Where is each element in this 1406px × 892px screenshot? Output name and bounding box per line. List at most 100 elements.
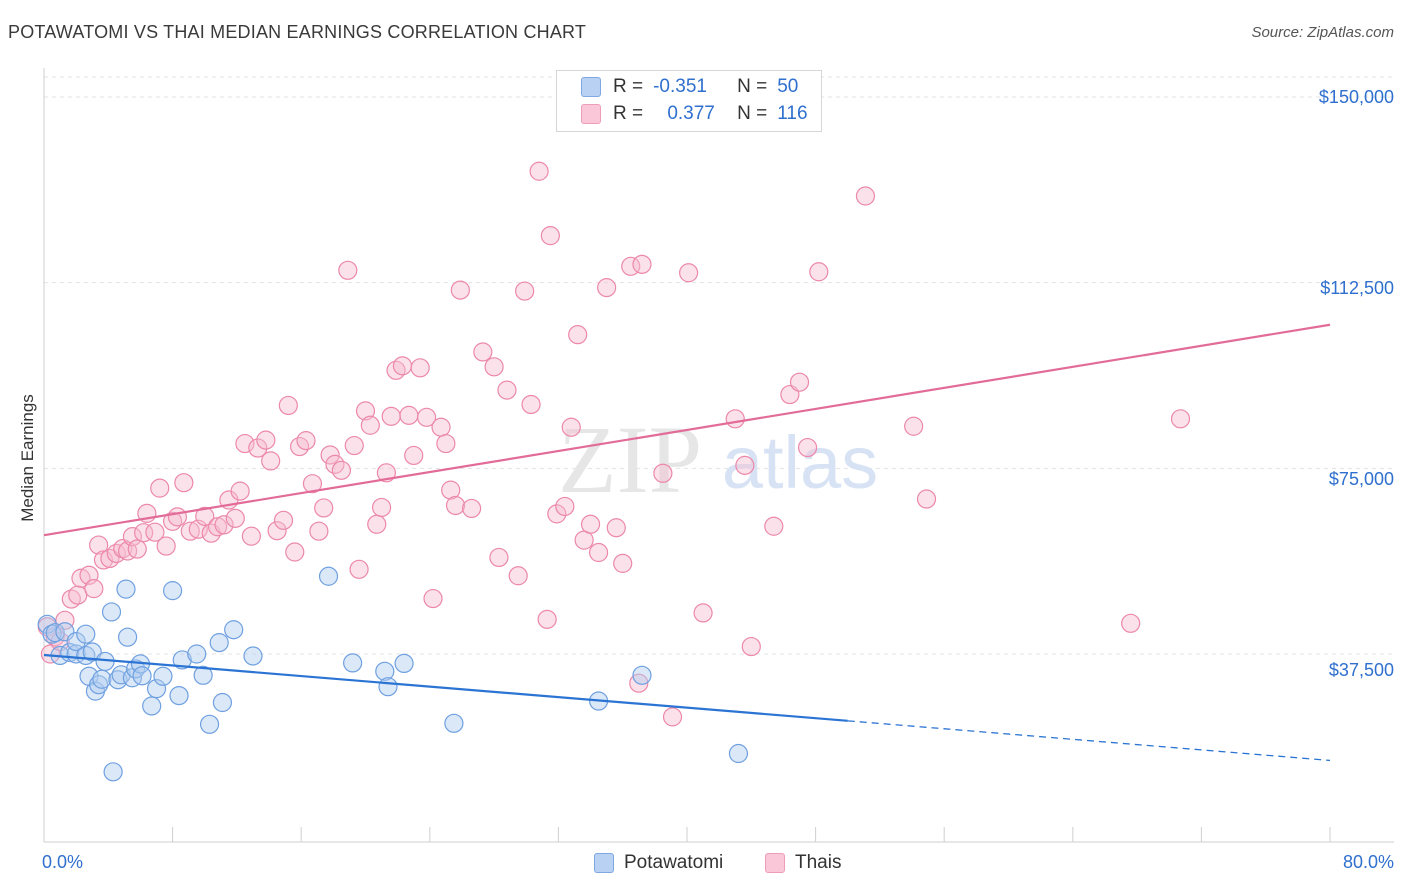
- series-legend-potawatomi[interactable]: Potawatomi: [594, 852, 723, 874]
- thais-point: [174, 473, 194, 493]
- thais-point: [100, 548, 120, 569]
- potawatomi-point: [92, 669, 112, 689]
- x-tick-label-max: 80.0%: [1342, 852, 1394, 872]
- thais-point: [441, 480, 461, 500]
- thais-point: [261, 451, 281, 471]
- thais-point: [235, 433, 255, 454]
- thais-point: [89, 535, 109, 555]
- legend-n-label: N =: [737, 76, 768, 97]
- thais-point: [106, 543, 126, 564]
- thais-point: [797, 437, 818, 458]
- thais-point: [764, 516, 784, 536]
- potawatomi-point: [187, 644, 207, 664]
- thais-point: [537, 609, 557, 629]
- thais-point: [473, 342, 493, 362]
- thais-point: [741, 636, 761, 657]
- series-legend-thais[interactable]: Thais: [765, 852, 841, 874]
- thais-point: [278, 395, 298, 416]
- potawatomi-point: [343, 653, 363, 673]
- legend-n-value: 116: [777, 103, 808, 124]
- thais-point: [167, 507, 188, 527]
- thais-point: [134, 523, 154, 543]
- y-axis-title: Median Earnings: [18, 394, 37, 522]
- thais-point: [367, 514, 387, 534]
- thais-point: [809, 262, 829, 282]
- thais-point: [613, 553, 633, 573]
- potawatomi-point: [153, 666, 173, 686]
- potawatomi-point: [632, 665, 652, 685]
- legend-n-label: N =: [737, 103, 768, 124]
- thais-point: [256, 430, 276, 450]
- axes: [43, 68, 1394, 843]
- potawatomi-point: [375, 661, 395, 681]
- potawatomi-point: [209, 633, 229, 653]
- thais-point: [360, 415, 380, 435]
- thais-point: [392, 356, 413, 376]
- potawatomi-legend-swatch: [594, 853, 614, 873]
- legend-row-potawatomi: R = -0.351 N = 50: [581, 75, 798, 99]
- thais-point: [489, 547, 509, 568]
- stats-legend: R = -0.351 N = 50 R = 0.377 N = 116: [556, 70, 822, 132]
- thais-point: [241, 526, 261, 546]
- thais-trend-line: [43, 323, 1331, 537]
- thais-point: [355, 401, 376, 421]
- thais-point: [789, 372, 810, 392]
- series-legend: Potawatomi Thais: [0, 852, 1406, 878]
- thais-point: [248, 438, 268, 458]
- potawatomi-point: [76, 624, 96, 644]
- potawatomi-point: [224, 620, 244, 640]
- thais-point: [580, 514, 601, 534]
- thais-point: [117, 541, 138, 561]
- thais-point: [302, 474, 323, 494]
- thais-point: [450, 280, 470, 300]
- thais-point: [529, 161, 549, 181]
- thais-point: [84, 579, 104, 599]
- watermark-zip: ZIP: [558, 406, 702, 513]
- thais-point: [904, 416, 924, 436]
- thais-point: [122, 527, 143, 547]
- thais-point: [1170, 409, 1191, 429]
- thais-point: [285, 542, 305, 562]
- trend-lines: [43, 323, 1331, 762]
- legend-r-label: R =: [613, 103, 644, 124]
- series-legend-label: Potawatomi: [624, 852, 724, 873]
- y-tick-label: $75,000: [1328, 469, 1394, 489]
- legend-n-value: 50: [777, 76, 799, 97]
- thais-point: [404, 445, 424, 466]
- y-tick-label: $37,500: [1328, 660, 1394, 680]
- potawatomi-point: [116, 579, 136, 599]
- grid-lines: [44, 76, 1394, 655]
- potawatomi-point: [66, 632, 86, 652]
- thais-point: [497, 380, 517, 400]
- chart-source: Source: ZipAtlas.com: [1251, 24, 1394, 41]
- thais-point: [195, 506, 215, 526]
- thais-point: [150, 478, 170, 498]
- thais-point: [344, 435, 364, 456]
- thais-point: [267, 521, 287, 541]
- potawatomi-point: [163, 581, 183, 601]
- chart-title: POTAWATOMI VS THAI MEDIAN EARNINGS CORRE…: [8, 22, 587, 42]
- thais-point: [597, 278, 617, 298]
- thais-point: [632, 254, 652, 274]
- thais-point: [436, 433, 456, 454]
- thais-point: [331, 460, 351, 480]
- y-tick-label: $112,500: [1320, 278, 1394, 298]
- thais-point: [127, 539, 147, 559]
- thais-point: [431, 417, 451, 437]
- legend-r-label: R =: [613, 76, 644, 97]
- thais-point: [309, 521, 329, 541]
- thais-point: [606, 518, 626, 538]
- potawatomi-trend-line: [43, 653, 848, 722]
- thais-point: [540, 226, 560, 246]
- thais-point: [693, 603, 713, 623]
- thais-point: [735, 455, 755, 475]
- watermark-atlas: atlas: [722, 421, 878, 504]
- thais-point: [410, 358, 430, 378]
- watermark: ZIP atlas: [558, 406, 878, 513]
- potawatomi-point: [378, 677, 398, 697]
- thais-point: [230, 481, 250, 501]
- x-tick-label-min: 0.0%: [42, 852, 84, 872]
- thais-point: [855, 186, 876, 206]
- thais-point: [662, 707, 683, 727]
